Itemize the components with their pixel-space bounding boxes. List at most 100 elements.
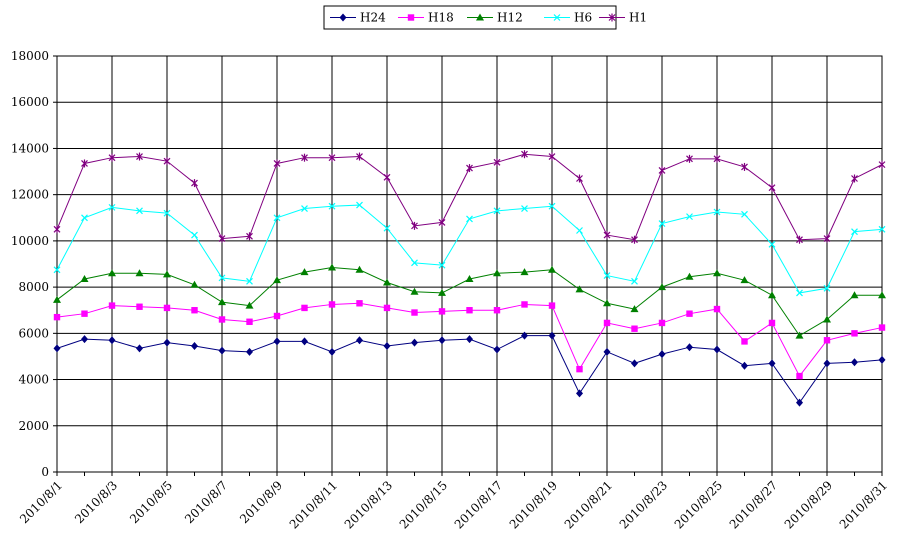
data-point-h1: [631, 235, 638, 244]
data-point-h6: [438, 261, 446, 269]
data-point-h6: [576, 227, 583, 234]
data-point-h6: [53, 266, 61, 274]
data-point-h6: [796, 289, 803, 297]
data-point-h24: [273, 337, 281, 346]
x-tick-label: 2010/8/9: [237, 478, 285, 526]
data-point-h1: [851, 174, 858, 183]
data-point-h12: [190, 280, 199, 288]
data-point-h24: [493, 345, 501, 354]
data-point-h6: [411, 259, 418, 267]
data-point-h1: [658, 166, 666, 175]
data-point-h1: [796, 235, 803, 244]
data-point-h6: [108, 203, 116, 211]
data-point-h1: [713, 154, 721, 163]
data-point-h24: [686, 343, 693, 352]
data-point-h1: [411, 221, 418, 230]
data-point-h24: [851, 358, 858, 367]
x-tick-label: 2010/8/25: [672, 478, 725, 531]
data-point-h6: [218, 274, 226, 282]
data-point-h12: [658, 283, 666, 291]
series-h18: [53, 300, 886, 380]
legend-marker-h24: [339, 13, 347, 22]
data-point-h24: [136, 344, 143, 353]
legend-marker-h6: [553, 14, 561, 21]
data-point-h12: [53, 295, 61, 303]
x-tick-label: 2010/8/13: [342, 478, 395, 531]
series-h6: [53, 201, 886, 297]
data-point-h12: [685, 272, 694, 280]
data-point-h18: [53, 313, 61, 321]
data-point-h18: [796, 372, 803, 380]
data-point-h18: [246, 318, 253, 325]
data-point-h6: [658, 220, 666, 227]
x-tick-label: 2010/8/27: [727, 478, 780, 531]
data-point-h18: [108, 302, 116, 309]
data-point-h6: [273, 214, 281, 222]
data-point-h6: [301, 205, 308, 212]
data-point-h12: [548, 265, 556, 273]
y-tick-label: 12000: [11, 188, 49, 202]
data-point-h6: [136, 207, 143, 215]
data-point-h6: [548, 202, 556, 210]
legend-label-h6: H6: [574, 11, 592, 25]
legend-label-h1: H1: [629, 11, 647, 25]
data-point-h1: [356, 152, 363, 161]
x-tick-label: 2010/8/29: [782, 478, 835, 531]
data-point-h24: [548, 331, 556, 340]
data-point-h1: [521, 150, 528, 159]
data-point-h24: [218, 346, 226, 355]
data-point-h6: [768, 240, 776, 248]
data-point-h6: [328, 202, 336, 210]
data-point-h1: [576, 174, 583, 183]
data-point-h12: [795, 331, 804, 339]
x-tick-label: 2010/8/23: [617, 478, 670, 531]
x-tick-label: 2010/8/31: [837, 478, 890, 531]
data-point-h12: [218, 298, 226, 306]
data-point-h18: [851, 330, 858, 337]
data-point-h18: [658, 319, 666, 327]
data-point-h6: [191, 231, 198, 239]
data-point-h18: [493, 307, 501, 314]
data-point-h18: [576, 365, 583, 373]
legend: H24 H18 H12 H6 H1: [323, 5, 647, 30]
legend-label-h12: H12: [497, 11, 523, 25]
data-point-h24: [53, 344, 61, 353]
data-point-h6: [823, 284, 831, 292]
data-point-h6: [493, 207, 501, 215]
series-h1: [53, 150, 886, 244]
data-point-h12: [493, 269, 501, 277]
y-tick-label: 4000: [18, 373, 49, 387]
data-point-h12: [520, 268, 529, 276]
data-point-h18: [81, 310, 88, 317]
y-tick-label: 18000: [11, 49, 49, 63]
y-tick-label: 10000: [11, 234, 49, 248]
data-point-h12: [438, 288, 446, 296]
data-point-h6: [521, 205, 528, 212]
data-point-h24: [383, 342, 391, 351]
data-point-h6: [603, 272, 611, 279]
data-point-h6: [686, 213, 693, 221]
legend-marker-h12: [476, 13, 484, 21]
data-point-h24: [301, 337, 308, 346]
legend-marker-h1: [608, 13, 616, 22]
legend-marker-h18: [407, 14, 415, 21]
data-point-h24: [191, 342, 198, 351]
data-point-h1: [741, 162, 748, 171]
data-point-h1: [383, 173, 391, 182]
data-point-h1: [328, 153, 336, 162]
data-point-h24: [658, 350, 666, 359]
data-point-h18: [218, 316, 226, 323]
data-point-h24: [796, 398, 803, 407]
data-point-h12: [713, 269, 721, 277]
data-point-h12: [273, 276, 281, 284]
legend-entry-h18: H18: [398, 11, 454, 25]
data-point-h24: [878, 355, 886, 364]
data-point-h12: [410, 287, 419, 295]
data-point-h6: [851, 228, 858, 236]
data-point-h24: [741, 361, 748, 370]
data-point-h24: [631, 359, 638, 368]
data-point-h1: [108, 153, 116, 162]
data-point-h18: [686, 310, 693, 317]
data-point-h1: [218, 234, 226, 243]
data-point-h12: [108, 269, 116, 277]
